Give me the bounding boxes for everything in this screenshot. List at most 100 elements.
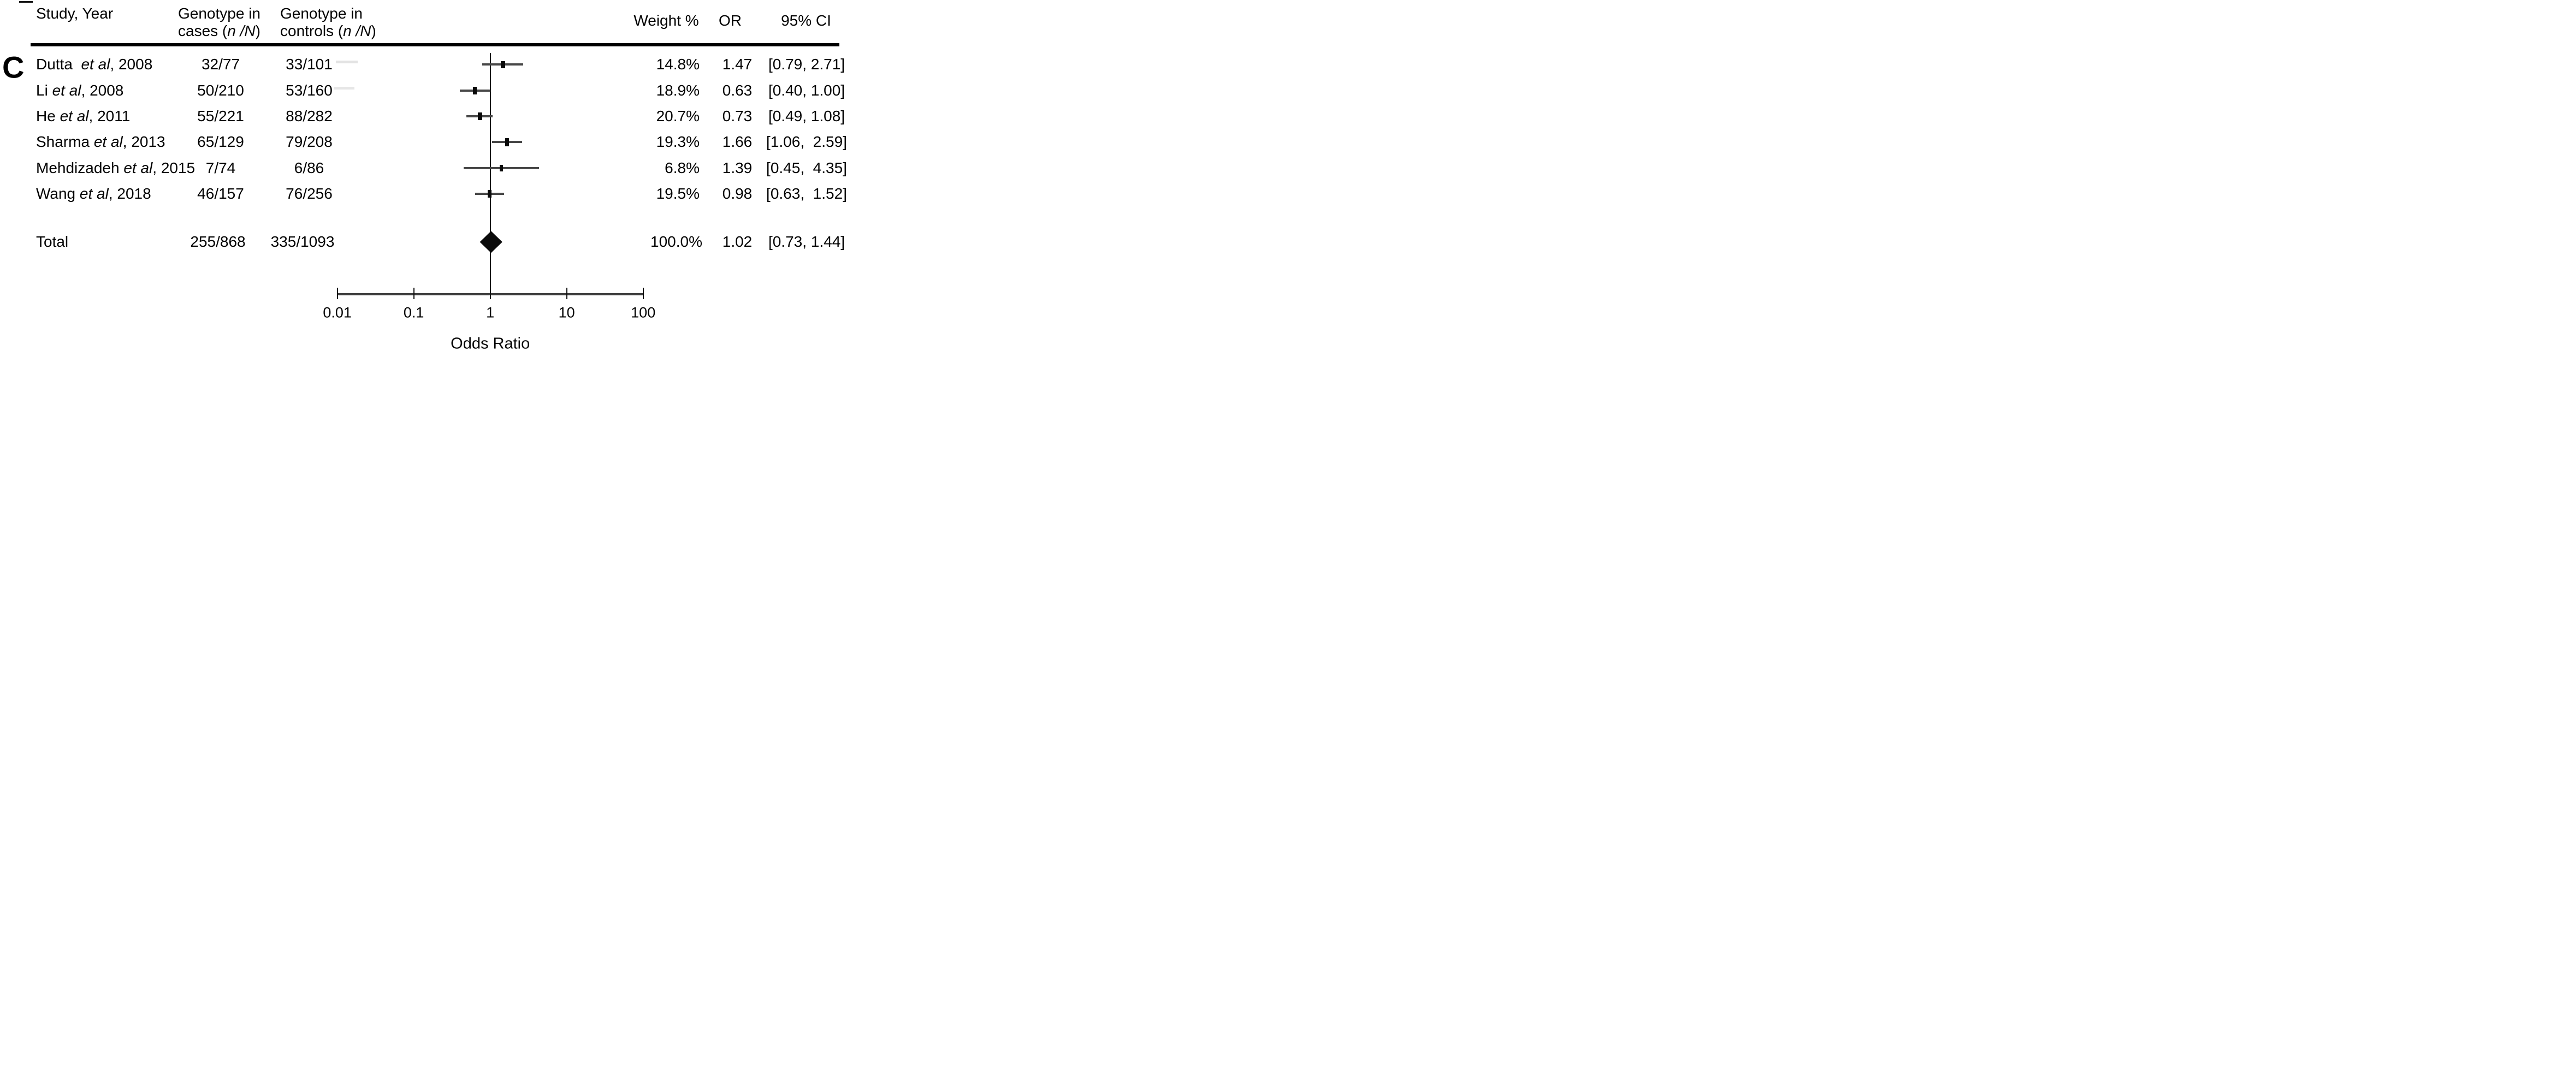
- x-axis-tick-label: 10: [558, 304, 575, 321]
- study-name-part: et al: [79, 185, 109, 202]
- weight-value: 20.7%: [656, 108, 700, 124]
- controls-value: 76/256: [286, 185, 333, 202]
- ci-value: [0.49, 1.08]: [768, 108, 845, 124]
- or-value: 0.73: [722, 108, 753, 124]
- cases-value: 55/221: [197, 108, 244, 124]
- x-axis-tick: [489, 288, 491, 299]
- study-name-part: He: [36, 108, 60, 124]
- ci-value: [0.79, 2.71]: [768, 56, 845, 73]
- study-name: He et al, 2011: [36, 109, 130, 124]
- column-header-controls-line1: Genotype in: [280, 5, 363, 22]
- study-name-part: , 2015: [152, 159, 196, 176]
- or-value: 1.39: [722, 159, 753, 176]
- or-value: 1.66: [722, 133, 753, 151]
- x-axis-tick: [336, 288, 338, 299]
- column-header-controls-line2: controls (n /N): [280, 23, 376, 39]
- cases-header-text: cases (: [178, 22, 228, 39]
- controls-value: 88/282: [286, 108, 333, 124]
- header-rule-shadow: [31, 46, 839, 47]
- x-axis-tick-label: 1: [486, 304, 495, 321]
- study-name-part: Li: [36, 81, 52, 99]
- ghost-artifact: [334, 87, 354, 90]
- x-axis-tick: [413, 288, 414, 299]
- or-value: 0.63: [722, 81, 753, 99]
- x-axis-tick: [642, 288, 644, 299]
- total-ci-value: [0.73, 1.44]: [768, 233, 845, 251]
- study-name-part: et al: [93, 133, 123, 151]
- weight-value: 6.8%: [665, 159, 700, 176]
- study-name-part: Mehdizadeh: [36, 159, 124, 176]
- study-name-part: et al: [60, 108, 89, 124]
- x-axis-title: Odds Ratio: [451, 335, 530, 353]
- controls-header-close: ): [371, 22, 376, 39]
- controls-header-nN: n /N: [343, 22, 371, 39]
- study-name-part: Sharma: [36, 133, 94, 151]
- x-axis-tick: [566, 288, 567, 299]
- column-header-cases-line2: cases (n /N): [178, 23, 260, 39]
- study-name-part: , 2008: [110, 56, 153, 73]
- study-name: Sharma et al, 2013: [36, 134, 165, 150]
- or-marker: [477, 112, 482, 121]
- weight-value: 18.9%: [656, 81, 700, 99]
- or-marker: [501, 61, 505, 69]
- controls-value: 79/208: [286, 133, 333, 151]
- study-name-part: Wang: [36, 185, 80, 202]
- cases-value: 50/210: [197, 81, 244, 99]
- total-label: Total: [36, 233, 69, 251]
- column-header-or: OR: [719, 12, 742, 29]
- study-name: Wang et al, 2018: [36, 186, 151, 201]
- ci-value: [0.63, 1.52]: [766, 185, 847, 202]
- study-name-part: , 2008: [81, 81, 124, 99]
- column-header-weight: Weight %: [633, 12, 699, 29]
- weight-value: 14.8%: [656, 56, 700, 73]
- cases-value: 65/129: [197, 133, 244, 151]
- or-marker: [472, 86, 477, 94]
- total-cases-value: 255/868: [190, 233, 246, 251]
- column-header-ci: 95% CI: [781, 12, 831, 29]
- column-header-cases-line1: Genotype in: [178, 5, 260, 22]
- total-or-value: 1.02: [722, 233, 753, 251]
- study-name: Mehdizadeh et al, 2015: [36, 160, 195, 176]
- weight-value: 19.3%: [656, 133, 700, 151]
- cases-header-close: ): [255, 22, 260, 39]
- forest-plot-figure: C Study, Year Genotype in cases (n /N) G…: [0, 0, 858, 356]
- column-header-study: Study, Year: [36, 5, 114, 22]
- ci-value: [1.06, 2.59]: [766, 133, 847, 151]
- panel-label: C: [2, 50, 25, 85]
- controls-value: 33/101: [286, 56, 333, 73]
- or-value: 0.98: [722, 185, 753, 202]
- study-name-part: et al: [123, 159, 153, 176]
- crop-artifact-dash: [19, 1, 33, 3]
- or-marker: [499, 164, 503, 171]
- controls-value: 6/86: [294, 159, 324, 176]
- weight-value: 19.5%: [656, 185, 700, 202]
- study-name: Dutta et al, 2008: [36, 57, 152, 72]
- or-value: 1.47: [722, 56, 753, 73]
- study-name-part: , 2011: [88, 108, 131, 124]
- total-controls-value: 335/1093: [270, 233, 335, 251]
- header-rule: [31, 43, 839, 46]
- cases-header-nN: n /N: [227, 22, 256, 39]
- x-axis-tick-label: 100: [631, 304, 656, 321]
- table-layer: Dutta et al, 2008 32/77 33/101 14.8% 1.47 [0.…: [0, 0, 858, 356]
- or-marker: [487, 189, 492, 198]
- study-name-part: Dutta: [36, 56, 81, 73]
- study-name-part: , 2018: [108, 185, 151, 202]
- ghost-artifact: [336, 61, 358, 63]
- controls-header-text: controls (: [280, 22, 344, 39]
- total-weight-value: 100.0%: [650, 233, 702, 251]
- ci-value: [0.40, 1.00]: [768, 81, 845, 99]
- study-name-part: , 2013: [122, 133, 165, 151]
- cases-value: 32/77: [201, 56, 240, 73]
- cases-value: 46/157: [197, 185, 244, 202]
- cases-value: 7/74: [205, 159, 236, 176]
- reference-line-or1: [489, 52, 491, 299]
- x-axis-tick-label: 0.01: [323, 304, 352, 321]
- study-name: Li et al, 2008: [36, 81, 124, 99]
- controls-value: 53/160: [286, 81, 333, 99]
- x-axis-tick-label: 0.1: [403, 304, 424, 321]
- x-axis-ticks: 0.01 0.1 1 10 100: [0, 0, 858, 356]
- plot-layer: [0, 0, 858, 356]
- study-name-part: et al: [52, 81, 81, 99]
- study-name-part: et al: [81, 56, 110, 73]
